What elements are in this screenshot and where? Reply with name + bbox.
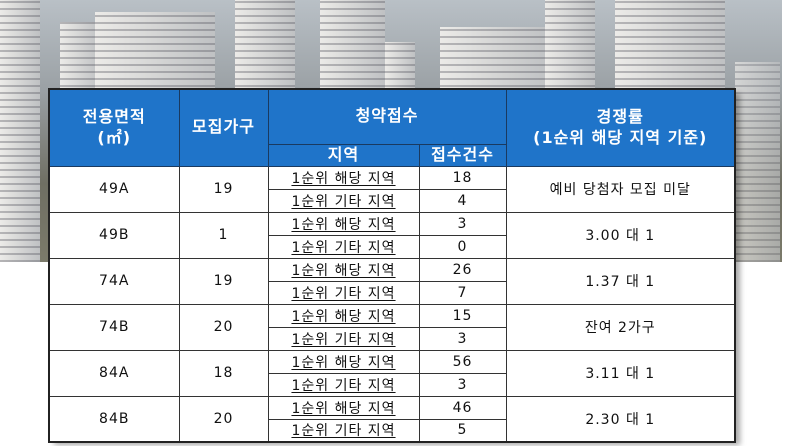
- header-rate: 경쟁률 (1순위 해당 지역 기준): [505, 88, 736, 167]
- table-row: 1순위 기타 지역 7: [49, 280, 735, 305]
- count-cell: 3: [418, 326, 507, 351]
- table-row: 74A 19 1순위 해당 지역 26 1.37 대 1: [48, 257, 736, 305]
- header-region: 지역: [267, 143, 420, 167]
- table-row: 84B 20 1순위 해당 지역 46 2.30 대 1: [48, 395, 736, 443]
- header-area: 전용면적 (㎡): [48, 88, 180, 167]
- region-cell: 1순위 해당 지역: [267, 211, 420, 236]
- table-row: 1순위 기타 지역 5: [49, 418, 735, 443]
- households-cell: 19: [178, 165, 269, 213]
- header-count: 접수건수: [418, 143, 507, 167]
- households-cell: 1: [178, 211, 269, 259]
- region-cell: 1순위 기타 지역: [267, 280, 420, 305]
- rate-cell: 1.37 대 1: [505, 257, 736, 305]
- region-cell: 1순위 기타 지역: [267, 418, 420, 443]
- table-row: 1순위 기타 지역 3: [49, 372, 735, 397]
- table-row: 84A 18 1순위 해당 지역 56 3.11 대 1: [48, 349, 736, 397]
- count-cell: 3: [418, 211, 507, 236]
- households-cell: 20: [178, 303, 269, 351]
- region-cell: 1순위 기타 지역: [267, 188, 420, 213]
- count-cell: 0: [418, 234, 507, 259]
- table-row: 49A 19 1순위 해당 지역 18 예비 당첨자 모집 미달: [48, 165, 736, 213]
- rate-cell: 예비 당첨자 모집 미달: [505, 165, 736, 213]
- table-row: 1순위 기타 지역 4: [49, 188, 735, 213]
- count-cell: 15: [418, 303, 507, 328]
- region-cell: 1순위 기타 지역: [267, 234, 420, 259]
- count-cell: 46: [418, 395, 507, 420]
- table-row: 74B 20 1순위 해당 지역 15 잔여 2가구: [48, 303, 736, 351]
- table-row: 49B 1 1순위 해당 지역 3 3.00 대 1: [48, 211, 736, 259]
- count-cell: 3: [418, 372, 507, 397]
- rate-cell: 3.00 대 1: [505, 211, 736, 259]
- count-cell: 26: [418, 257, 507, 282]
- area-cell: 84A: [48, 349, 180, 397]
- households-cell: 19: [178, 257, 269, 305]
- rate-cell: 잔여 2가구: [505, 303, 736, 351]
- area-cell: 49B: [48, 211, 180, 259]
- region-cell: 1순위 해당 지역: [267, 257, 420, 282]
- area-cell: 49A: [48, 165, 180, 213]
- area-cell: 74A: [48, 257, 180, 305]
- region-cell: 1순위 해당 지역: [267, 165, 420, 190]
- region-cell: 1순위 기타 지역: [267, 372, 420, 397]
- count-cell: 4: [418, 188, 507, 213]
- header-households: 모집가구: [178, 88, 269, 167]
- region-cell: 1순위 기타 지역: [267, 326, 420, 351]
- count-cell: 7: [418, 280, 507, 305]
- rate-cell: 3.11 대 1: [505, 349, 736, 397]
- area-cell: 84B: [48, 395, 180, 443]
- count-cell: 5: [418, 418, 507, 443]
- region-cell: 1순위 해당 지역: [267, 303, 420, 328]
- count-cell: 56: [418, 349, 507, 374]
- header-application: 청약접수: [267, 88, 507, 145]
- households-cell: 18: [178, 349, 269, 397]
- table-row: 1순위 기타 지역 3: [49, 326, 735, 351]
- households-cell: 20: [178, 395, 269, 443]
- area-cell: 74B: [48, 303, 180, 351]
- subscription-results-table: 전용면적 (㎡) 모집가구 청약접수 경쟁률 (1순위 해당 지역 기준) 지역 접…: [48, 88, 737, 443]
- rate-cell: 2.30 대 1: [505, 395, 736, 443]
- count-cell: 18: [418, 165, 507, 190]
- region-cell: 1순위 해당 지역: [267, 395, 420, 420]
- region-cell: 1순위 해당 지역: [267, 349, 420, 374]
